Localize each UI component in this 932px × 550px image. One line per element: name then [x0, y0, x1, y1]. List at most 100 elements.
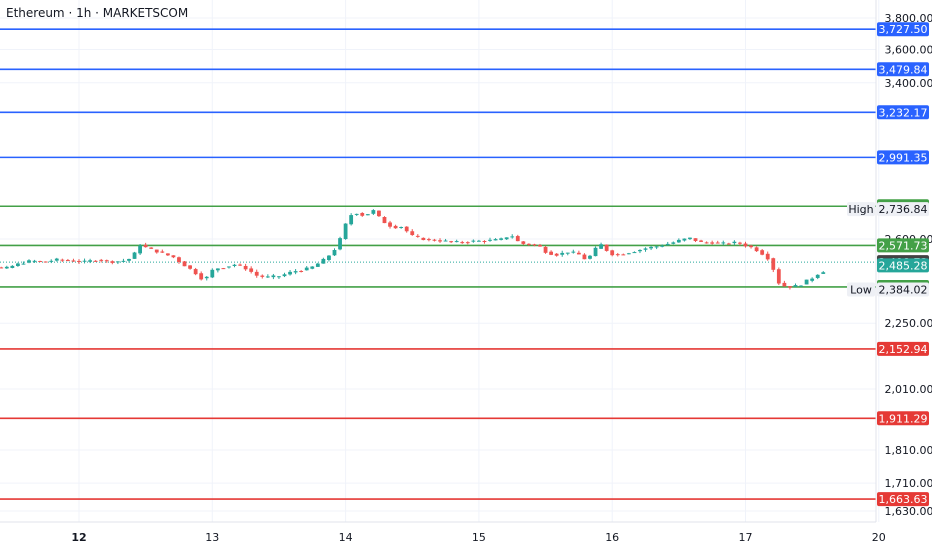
price-tick-label: 2,010.00 [885, 383, 932, 396]
candle-body [304, 267, 309, 271]
candle-body [393, 225, 398, 229]
price-tick-label: 2,250.00 [885, 317, 932, 330]
candle-body [43, 261, 48, 263]
level-tag-support: 2,152.94 [879, 343, 928, 356]
level-tag-resistance: 3,232.17 [879, 106, 928, 119]
candle-body [399, 226, 404, 228]
candle-body [604, 244, 609, 251]
level-tag-resistance-bg [877, 22, 929, 37]
candle-body [571, 251, 576, 253]
candle-body [232, 264, 237, 266]
candle-body [254, 271, 259, 276]
candle-body [215, 268, 220, 271]
last-price-tag: 2,485.28 [879, 259, 928, 272]
candle-body [671, 242, 676, 244]
candle-body [776, 269, 781, 284]
level-tag-support: 1,911.29 [879, 412, 928, 425]
candle-body [499, 238, 504, 240]
candle-body [227, 266, 231, 268]
candle-body [160, 251, 165, 253]
candle-body [421, 237, 426, 241]
level-tag-range-bg [877, 238, 929, 253]
candle-body [521, 241, 526, 244]
candle-body [682, 238, 687, 241]
candle-body [538, 245, 542, 247]
candle-body [371, 210, 376, 214]
candle-body [465, 242, 470, 244]
candle-body [327, 255, 331, 260]
level-tag-support-bg [877, 341, 929, 356]
price-axis-tags: 3,727.503,479.843,232.172,991.352,750.52… [847, 22, 929, 507]
candle-body [204, 276, 209, 279]
price-axis[interactable]: 3,800.003,600.003,400.002,600.002,250.00… [885, 12, 932, 518]
candle-body [554, 253, 559, 256]
level-tag-support: 1,663.63 [879, 493, 928, 506]
time-tick-label: 14 [339, 531, 353, 544]
candle-body [504, 237, 509, 240]
level-tag-resistance: 3,727.50 [879, 23, 928, 36]
marker-low-label: Low [850, 284, 872, 297]
candle-body [0, 267, 4, 269]
candle-body [60, 259, 65, 261]
price-tick-label: 3,800.00 [885, 12, 932, 25]
candle-body [132, 252, 137, 259]
candle-body [332, 250, 337, 256]
candle-body [432, 239, 437, 241]
candle-body [404, 226, 409, 232]
candle-body [10, 265, 15, 268]
marker-high-tag: 2,736.84 [879, 203, 928, 216]
candle-body [65, 259, 70, 261]
candle-body [21, 263, 26, 265]
candle-body [32, 260, 37, 262]
candle-body [293, 271, 298, 273]
candle-body [104, 260, 109, 262]
candle-body [715, 242, 720, 244]
level-tag-support-bg [877, 411, 929, 426]
candle-body [38, 261, 43, 263]
candle-body [193, 269, 198, 275]
candle-body [693, 238, 698, 242]
candle-body [676, 239, 681, 243]
candle-body [321, 258, 326, 264]
candle-body [654, 246, 659, 248]
candle-body [632, 252, 637, 254]
horizontal-levels[interactable] [0, 28, 876, 500]
last-price-tag-bg [877, 258, 929, 273]
candle-body [260, 275, 265, 277]
candle-body [643, 248, 648, 250]
candle-body [782, 282, 787, 287]
candle-body [576, 252, 581, 255]
candle-body [188, 265, 192, 269]
level-tag-resistance-bg [877, 105, 929, 120]
candle-body [82, 260, 87, 262]
candle-body [93, 260, 98, 262]
candle-body [515, 236, 520, 242]
level-tag-resistance: 3,479.84 [879, 63, 928, 76]
candle-body [710, 242, 715, 244]
time-axis[interactable]: 12 13 14 15 16 17 20 [71, 531, 885, 544]
candle-body [271, 275, 276, 278]
candle-body [49, 260, 54, 262]
marker-high-label: High [848, 203, 873, 216]
marker-low-label-bg [847, 282, 875, 297]
candle-body [732, 241, 737, 244]
candle-body [143, 244, 148, 248]
time-tick-label: 17 [739, 531, 753, 544]
candle-body [738, 242, 742, 244]
candle-body [660, 245, 665, 247]
candle-body [299, 270, 304, 272]
time-tick-label: 16 [605, 531, 619, 544]
candle-body [593, 247, 598, 257]
candle-body [382, 217, 387, 224]
candle-body [599, 244, 603, 249]
candle-body [760, 250, 765, 255]
candle-body [71, 260, 76, 262]
candle-body [815, 274, 820, 278]
candle-body [699, 240, 703, 242]
candle-body [221, 268, 226, 270]
candle-body [610, 250, 615, 256]
candle-body [165, 253, 170, 256]
candle-body [638, 249, 642, 252]
candle-body [754, 247, 759, 252]
